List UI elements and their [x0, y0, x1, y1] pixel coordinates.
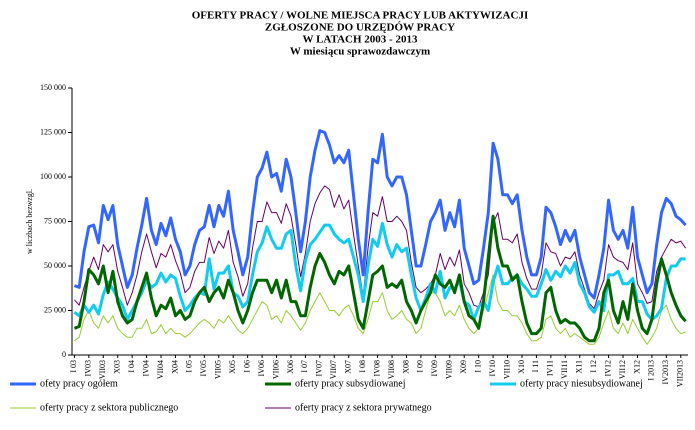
x-tick-label: IV05 [199, 360, 208, 376]
chart-title: W miesiącu sprawozdawczym [290, 46, 430, 58]
x-tick-label: VII2013 [676, 360, 685, 387]
x-tick-label: IV12 [603, 360, 612, 376]
chart-title: W LATACH 2003 - 2013 [303, 34, 418, 46]
x-tick-label: VII11 [560, 360, 569, 379]
x-tick-label: IV07 [315, 360, 324, 376]
y-tick-label: 150 000 [40, 83, 66, 92]
y-tick-label: 75 000 [44, 216, 66, 225]
legend-label: oferty pracy z sektora publicznego [40, 402, 178, 413]
x-tick-label: X05 [228, 360, 237, 374]
x-tick-label: IV10 [488, 360, 497, 376]
x-tick-label: X09 [459, 360, 468, 374]
x-tick-label: X06 [286, 360, 295, 374]
x-tick-label: VII05 [214, 360, 223, 379]
x-tick-label: X04 [170, 360, 179, 374]
series-line [73, 214, 687, 343]
x-tick-label: IV04 [141, 360, 150, 376]
y-tick-label: 0 [62, 350, 66, 359]
x-tick-label: I 08 [358, 360, 367, 373]
series-line [74, 274, 686, 345]
legend-label: ofety pracy ogółem [40, 378, 118, 389]
x-tick-label: I 04 [127, 360, 136, 373]
x-tick-label: VII09 [445, 360, 454, 379]
chart-title: ZGŁOSZONE DO URZĘDÓW PRACY [265, 22, 455, 34]
y-tick-label: 50 000 [44, 261, 66, 270]
y-tick-label: 100 000 [40, 172, 66, 181]
x-tick-label: VII06 [271, 360, 280, 379]
x-tick-label: I 2013 [647, 360, 656, 381]
x-tick-label: I 10 [473, 360, 482, 373]
x-tick-label: VII10 [502, 360, 511, 379]
x-tick-label: VII08 [387, 360, 396, 379]
x-tick-label: VII07 [329, 360, 338, 379]
series-line [73, 129, 687, 300]
x-tick-label: X08 [401, 360, 410, 374]
x-tick-label: I 05 [185, 360, 194, 373]
x-tick-label: IV2013 [661, 360, 670, 384]
chart-title: OFERTY PRACY / WOLNE MIEJSCA PRACY LUB A… [192, 10, 528, 22]
x-tick-label: X11 [575, 360, 584, 373]
legend-label: oferty pracy subsydiowanej [295, 378, 406, 389]
x-tick-label: I 06 [242, 360, 251, 373]
x-tick-label: X07 [344, 360, 353, 374]
x-tick-label: IV11 [546, 360, 555, 376]
legend-label: oferty pracy z sektora prywatnego [295, 402, 432, 413]
series-line [73, 221, 686, 321]
x-tick-label: I 09 [416, 360, 425, 373]
x-tick-label: I 12 [589, 360, 598, 373]
x-tick-label: IV08 [372, 360, 381, 376]
x-tick-label: VII12 [618, 360, 627, 379]
x-tick-label: VII03 [98, 360, 107, 379]
x-tick-label: IV06 [257, 360, 266, 376]
x-tick-label: X03 [113, 360, 122, 374]
x-tick-label: X12 [632, 360, 641, 374]
x-tick-label: VII04 [156, 360, 165, 379]
series-line [74, 185, 687, 310]
x-tick-label: I 11 [531, 360, 540, 372]
y-tick-label: 125 000 [40, 127, 66, 136]
x-tick-label: I 03 [69, 360, 78, 373]
legend-label: oferty pracy niesubsydiowanej [520, 378, 643, 389]
x-tick-label: IV09 [430, 360, 439, 376]
x-tick-label: I 07 [300, 360, 309, 373]
y-tick-label: 25 000 [44, 305, 66, 314]
x-tick-label: IV03 [84, 360, 93, 376]
x-tick-label: X10 [517, 360, 526, 374]
y-axis-label: w liczbach bezwzgl. [25, 189, 34, 254]
